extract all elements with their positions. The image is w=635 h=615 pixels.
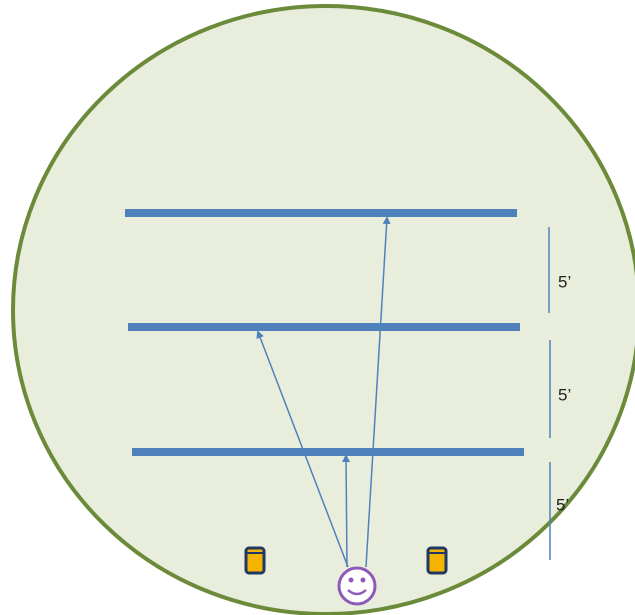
spacing-label: 5’ <box>558 385 571 404</box>
field-circle <box>13 6 635 614</box>
smiley-person <box>339 568 375 604</box>
can <box>246 548 264 573</box>
spacing-label: 5’ <box>556 495 569 514</box>
arrow <box>346 456 347 567</box>
diagram: 5’ 5’ 5’ <box>0 0 635 615</box>
can <box>428 548 446 573</box>
spacing-label: 5’ <box>558 272 571 291</box>
page: 5’ 5’ 5’ (() => { const data = JSON.pars… <box>0 0 635 615</box>
